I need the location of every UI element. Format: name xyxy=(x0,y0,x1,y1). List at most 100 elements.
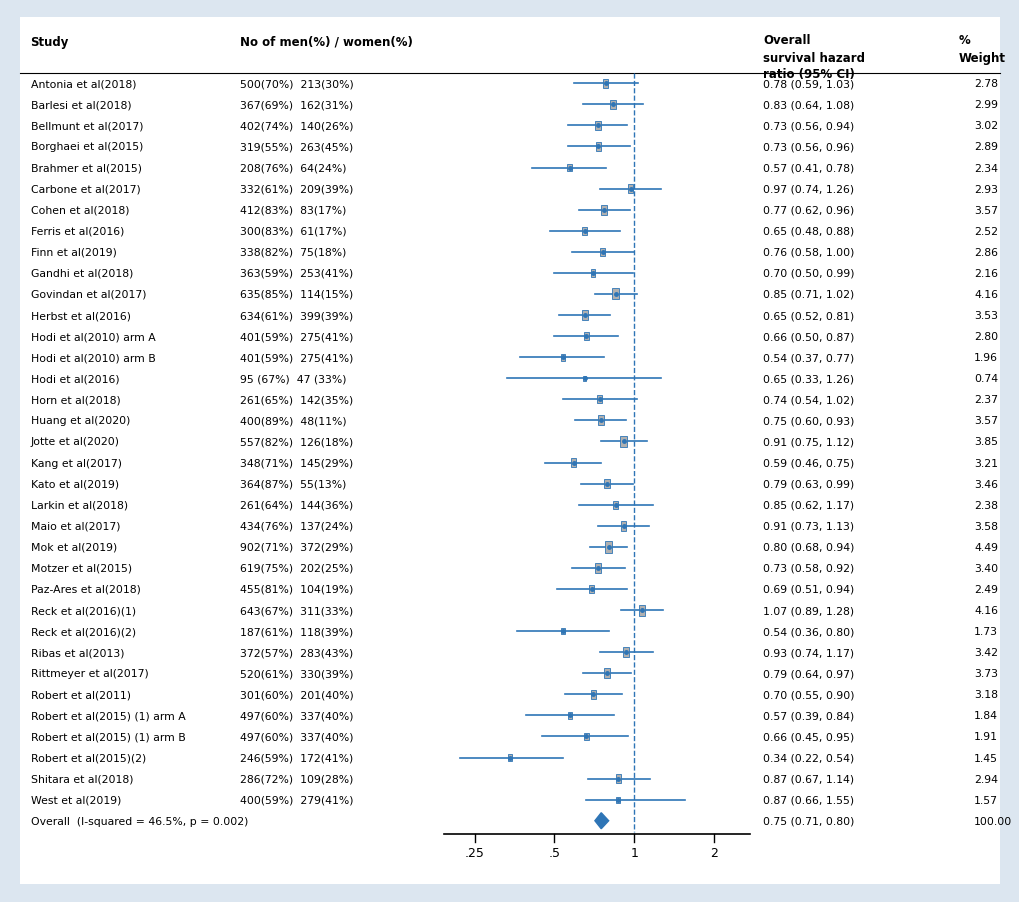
Text: 0.85 (0.71, 1.02): 0.85 (0.71, 1.02) xyxy=(762,290,853,299)
Text: 286(72%)  109(28%): 286(72%) 109(28%) xyxy=(239,774,353,784)
Polygon shape xyxy=(594,813,608,829)
Bar xyxy=(638,605,645,616)
Text: 0.77 (0.62, 0.96): 0.77 (0.62, 0.96) xyxy=(762,206,853,216)
Text: Kang et al(2017): Kang et al(2017) xyxy=(31,458,121,468)
Text: Kato et al(2019): Kato et al(2019) xyxy=(31,479,118,489)
Text: 4.16: 4.16 xyxy=(973,290,998,299)
Text: 1.91: 1.91 xyxy=(973,732,998,741)
Bar xyxy=(602,80,607,88)
Text: Reck et al(2016)(1): Reck et al(2016)(1) xyxy=(31,605,136,615)
Text: 301(60%)  201(40%): 301(60%) 201(40%) xyxy=(239,689,354,700)
Text: Barlesi et al(2018): Barlesi et al(2018) xyxy=(31,100,131,110)
Text: Hodi et al(2010) arm A: Hodi et al(2010) arm A xyxy=(31,332,155,342)
Text: Carbone et al(2017): Carbone et al(2017) xyxy=(31,184,141,195)
Bar xyxy=(560,354,565,362)
Text: Brahmer et al(2015): Brahmer et al(2015) xyxy=(31,163,142,173)
Text: 0.91 (0.75, 1.12): 0.91 (0.75, 1.12) xyxy=(762,437,853,447)
Bar xyxy=(507,755,512,760)
Text: 2.49: 2.49 xyxy=(973,584,998,594)
Text: 401(59%)  275(41%): 401(59%) 275(41%) xyxy=(239,353,353,363)
Text: 348(71%)  145(29%): 348(71%) 145(29%) xyxy=(239,458,353,468)
Text: 0.93 (0.74, 1.17): 0.93 (0.74, 1.17) xyxy=(762,648,853,658)
Text: 2.34: 2.34 xyxy=(973,163,998,173)
Bar xyxy=(590,690,595,699)
Text: Robert et al(2011): Robert et al(2011) xyxy=(31,689,130,700)
Text: 3.40: 3.40 xyxy=(973,563,998,574)
Bar xyxy=(595,122,600,131)
Text: 3.85: 3.85 xyxy=(973,437,998,447)
Text: 2.86: 2.86 xyxy=(973,247,998,258)
Text: Cohen et al(2018): Cohen et al(2018) xyxy=(31,206,129,216)
Text: 3.58: 3.58 xyxy=(973,521,998,531)
Text: 2.37: 2.37 xyxy=(973,395,998,405)
Text: 4.49: 4.49 xyxy=(973,542,998,552)
Text: Govindan et al(2017): Govindan et al(2017) xyxy=(31,290,146,299)
Text: Antonia et al(2018): Antonia et al(2018) xyxy=(31,79,136,89)
Text: .5: .5 xyxy=(548,846,559,860)
Bar xyxy=(560,628,565,635)
Text: 2.80: 2.80 xyxy=(973,332,998,342)
Text: No of men(%) / women(%): No of men(%) / women(%) xyxy=(239,35,412,49)
Text: 0.87 (0.67, 1.14): 0.87 (0.67, 1.14) xyxy=(762,774,853,784)
Text: 619(75%)  202(25%): 619(75%) 202(25%) xyxy=(239,563,353,574)
Text: 3.46: 3.46 xyxy=(973,479,998,489)
Bar xyxy=(612,502,618,509)
Text: 0.73 (0.56, 0.94): 0.73 (0.56, 0.94) xyxy=(762,121,853,132)
Bar xyxy=(628,185,633,194)
Text: 0.57 (0.41, 0.78): 0.57 (0.41, 0.78) xyxy=(762,163,853,173)
Text: 3.18: 3.18 xyxy=(973,689,998,700)
Bar xyxy=(620,521,626,531)
Bar xyxy=(595,564,600,573)
Bar xyxy=(581,311,587,320)
Text: 902(71%)  372(29%): 902(71%) 372(29%) xyxy=(239,542,353,552)
Text: Bellmunt et al(2017): Bellmunt et al(2017) xyxy=(31,121,143,132)
Text: Horn et al(2018): Horn et al(2018) xyxy=(31,395,120,405)
Text: West et al(2019): West et al(2019) xyxy=(31,795,121,805)
Bar xyxy=(615,774,621,783)
Text: 0.65 (0.48, 0.88): 0.65 (0.48, 0.88) xyxy=(762,226,853,236)
Text: 635(85%)  114(15%): 635(85%) 114(15%) xyxy=(239,290,353,299)
Text: Ferris et al(2016): Ferris et al(2016) xyxy=(31,226,124,236)
Text: 2.38: 2.38 xyxy=(973,500,998,511)
Bar xyxy=(604,541,611,553)
Text: 455(81%)  104(19%): 455(81%) 104(19%) xyxy=(239,584,353,594)
Text: %: % xyxy=(958,33,970,47)
Text: 497(60%)  337(40%): 497(60%) 337(40%) xyxy=(239,711,353,721)
Text: 0.59 (0.46, 0.75): 0.59 (0.46, 0.75) xyxy=(762,458,853,468)
Text: 2.52: 2.52 xyxy=(973,226,998,236)
Text: 634(61%)  399(39%): 634(61%) 399(39%) xyxy=(239,310,353,321)
Text: 0.97 (0.74, 1.26): 0.97 (0.74, 1.26) xyxy=(762,184,853,195)
Text: 3.21: 3.21 xyxy=(973,458,998,468)
Text: Overall: Overall xyxy=(762,33,810,47)
Text: 520(61%)  330(39%): 520(61%) 330(39%) xyxy=(239,668,353,678)
Text: 1.07 (0.89, 1.28): 1.07 (0.89, 1.28) xyxy=(762,605,853,615)
Text: 434(76%)  137(24%): 434(76%) 137(24%) xyxy=(239,521,353,531)
Bar xyxy=(582,227,587,235)
Text: 4.16: 4.16 xyxy=(973,605,998,615)
Text: Huang et al(2020): Huang et al(2020) xyxy=(31,416,129,426)
Text: 0.70 (0.55, 0.90): 0.70 (0.55, 0.90) xyxy=(762,689,854,700)
Text: 364(87%)  55(13%): 364(87%) 55(13%) xyxy=(239,479,345,489)
Bar xyxy=(567,164,572,172)
Text: 2.99: 2.99 xyxy=(973,100,998,110)
Text: 0.66 (0.45, 0.95): 0.66 (0.45, 0.95) xyxy=(762,732,853,741)
Bar xyxy=(591,270,595,277)
Text: 0.85 (0.62, 1.17): 0.85 (0.62, 1.17) xyxy=(762,500,853,511)
Bar xyxy=(623,648,629,658)
Text: 0.69 (0.51, 0.94): 0.69 (0.51, 0.94) xyxy=(762,584,853,594)
Text: 246(59%)  172(41%): 246(59%) 172(41%) xyxy=(239,752,353,763)
Text: 3.53: 3.53 xyxy=(973,310,998,321)
Bar xyxy=(611,290,619,300)
Text: Hodi et al(2016): Hodi et al(2016) xyxy=(31,373,119,384)
Text: 557(82%)  126(18%): 557(82%) 126(18%) xyxy=(239,437,353,447)
Text: 0.75 (0.60, 0.93): 0.75 (0.60, 0.93) xyxy=(762,416,854,426)
Text: 300(83%)  61(17%): 300(83%) 61(17%) xyxy=(239,226,346,236)
Text: 0.79 (0.63, 0.99): 0.79 (0.63, 0.99) xyxy=(762,479,853,489)
Text: 363(59%)  253(41%): 363(59%) 253(41%) xyxy=(239,269,353,279)
Text: Borghaei et al(2015): Borghaei et al(2015) xyxy=(31,143,143,152)
Text: 3.73: 3.73 xyxy=(973,668,998,678)
Text: Overall  (I-squared = 46.5%, p = 0.002): Overall (I-squared = 46.5%, p = 0.002) xyxy=(31,815,248,826)
Bar xyxy=(589,585,593,594)
Text: 2.89: 2.89 xyxy=(973,143,998,152)
Text: 372(57%)  283(43%): 372(57%) 283(43%) xyxy=(239,648,353,658)
